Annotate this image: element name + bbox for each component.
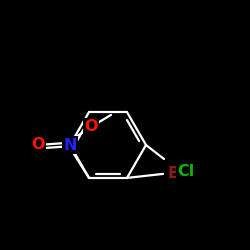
Text: N: N <box>63 138 77 152</box>
Text: O: O <box>31 138 45 152</box>
Text: Br: Br <box>168 166 188 182</box>
Text: Cl: Cl <box>178 164 194 178</box>
Text: O: O <box>84 120 98 134</box>
